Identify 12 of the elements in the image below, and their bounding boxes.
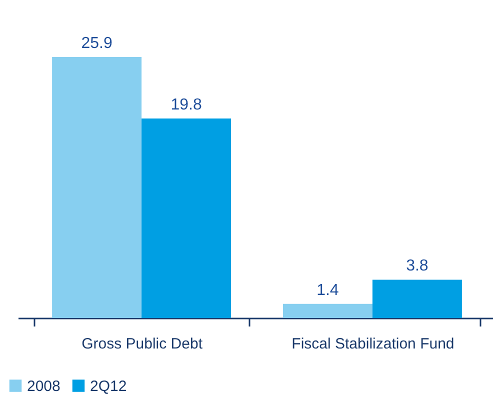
data-label: 25.9: [81, 35, 112, 52]
bar: [372, 280, 462, 318]
bar: [282, 304, 372, 318]
x-tick-label: Fiscal Stabilization Fund: [292, 336, 454, 352]
legend-label: 2008: [27, 378, 60, 395]
data-label: 3.8: [406, 258, 428, 275]
x-tick-label: Gross Public Debt: [82, 336, 204, 352]
legend-label: 2Q12: [90, 378, 127, 395]
data-label: 19.8: [170, 96, 202, 114]
bar: [52, 57, 142, 318]
bar: [142, 118, 232, 318]
data-label: 1.4: [316, 282, 339, 299]
